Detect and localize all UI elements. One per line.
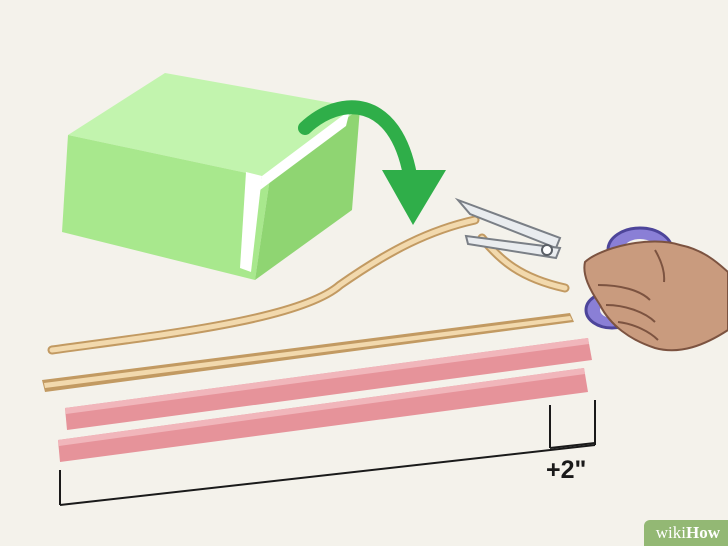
measurement-bracket [59, 400, 596, 506]
hand-icon [583, 240, 728, 352]
measurement-label: +2" [546, 456, 587, 484]
green-gift-box [62, 73, 360, 280]
watermark-wiki-text: wiki [655, 523, 686, 542]
tan-ribbon-strip [42, 313, 574, 392]
pink-ribbon-strip-top [65, 338, 592, 430]
curved-arrow-icon [298, 100, 446, 225]
pink-ribbon-strip-bottom [58, 368, 588, 462]
wikihow-watermark: wikiHow [643, 520, 728, 546]
watermark-how-text: How [686, 523, 720, 542]
ribbon-being-cut [47, 215, 570, 355]
